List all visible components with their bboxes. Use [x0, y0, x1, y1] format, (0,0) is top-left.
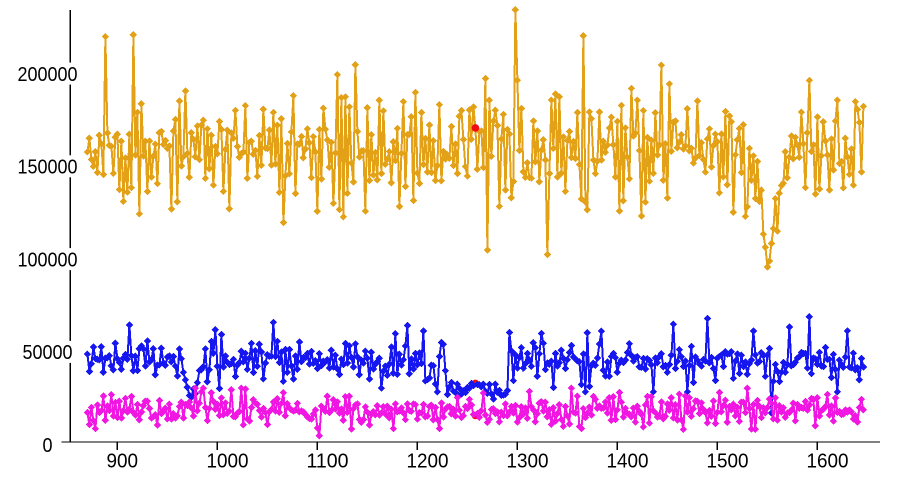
svg-text:1000: 1000 — [207, 451, 249, 473]
svg-text:200000: 200000 — [18, 64, 78, 86]
svg-text:0: 0 — [43, 435, 53, 457]
svg-text:900: 900 — [107, 451, 139, 473]
svg-text:1600: 1600 — [807, 451, 849, 473]
svg-text:1200: 1200 — [407, 451, 449, 473]
svg-text:100000: 100000 — [18, 249, 78, 271]
svg-text:1300: 1300 — [507, 451, 549, 473]
svg-text:150000: 150000 — [18, 157, 78, 179]
svg-text:1100: 1100 — [307, 451, 349, 473]
svg-text:1500: 1500 — [707, 451, 749, 473]
svg-text:50000: 50000 — [23, 342, 73, 364]
svg-text:1400: 1400 — [607, 451, 649, 473]
